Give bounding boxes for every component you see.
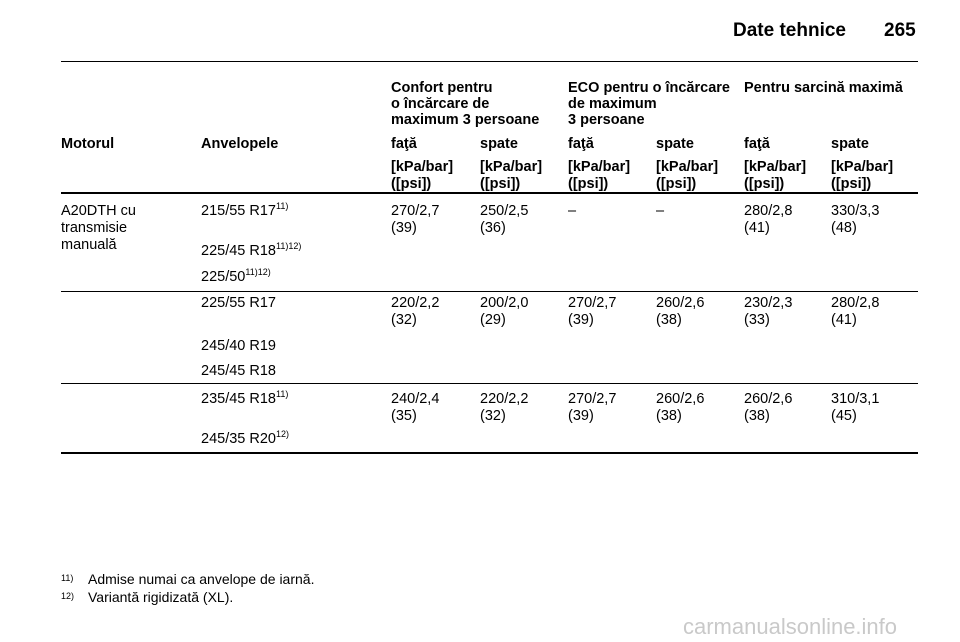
footnote-ref: 11)12) <box>245 267 271 277</box>
engine: transmisie <box>61 220 128 236</box>
page-number: 265 <box>884 20 916 41</box>
engine: manuală <box>61 237 117 253</box>
tire-text: 245/45 R18 <box>201 363 276 379</box>
group-header: o încărcare de <box>391 96 490 112</box>
column-header: faţă <box>391 136 417 152</box>
footnote-ref: 12) <box>275 429 289 439</box>
pressure-value: (41) <box>744 220 770 236</box>
pressure-value: 270/2,7 <box>391 203 440 219</box>
unit-label: ([psi]) <box>480 176 521 192</box>
group-header: Pentru sarcină maximă <box>744 80 903 96</box>
table-end-rule <box>61 452 918 454</box>
pressure-value: 260/2,6 <box>744 391 793 407</box>
column-header: faţă <box>744 136 770 152</box>
column-header: Motorul <box>61 136 115 152</box>
pressure-value: 270/2,7 <box>568 295 617 311</box>
footnote-text: Variantă rigidizată (XL). <box>88 589 234 605</box>
tire-size: 225/45 R1811)12) <box>201 241 302 260</box>
pressure-value: 260/2,6 <box>656 295 705 311</box>
engine: A20DTH cu <box>61 203 136 219</box>
pressure-value: 310/3,1 <box>831 391 880 407</box>
section-title: Date tehnice <box>733 20 846 41</box>
watermark: carmanualsonline.info <box>683 614 898 639</box>
tire-text: 225/50 <box>201 269 246 285</box>
footnote-ref: 11)12) <box>275 241 302 251</box>
unit-label: [kPa/bar] <box>480 159 543 175</box>
tire-size: 225/5011)12) <box>201 267 271 286</box>
pressure-value: (32) <box>480 408 506 424</box>
unit-label: [kPa/bar] <box>831 159 894 175</box>
unit-label: ([psi]) <box>744 176 785 192</box>
tire-size: 245/45 R18 <box>201 363 276 380</box>
footnote-mark: 11) <box>61 573 74 583</box>
tire-size: 225/55 R17 <box>201 295 276 312</box>
tire-size: 215/55 R1711) <box>201 201 289 220</box>
pressure-value: 220/2,2 <box>391 295 440 311</box>
unit-label: ([psi]) <box>656 176 697 192</box>
header-rule <box>61 61 918 62</box>
tire-text: 225/55 R17 <box>201 295 276 311</box>
pressure-value: (45) <box>831 408 857 424</box>
pressure-value: (38) <box>656 408 682 424</box>
footnote-ref: 11) <box>275 389 289 399</box>
footnote-mark: 12) <box>61 591 75 601</box>
group-header: Confort pentru <box>391 80 493 96</box>
pressure-value: 200/2,0 <box>480 295 529 311</box>
tire-text: 245/35 R20 <box>201 431 276 447</box>
pressure-value: 230/2,3 <box>744 295 793 311</box>
group-header: 3 persoane <box>568 112 645 128</box>
pressure-value: (33) <box>744 312 770 328</box>
unit-label: ([psi]) <box>831 176 872 192</box>
pressure-value: 240/2,4 <box>391 391 440 407</box>
tire-text: 235/45 R18 <box>201 391 276 407</box>
pressure-value: (39) <box>568 312 594 328</box>
pressure-value: – <box>568 203 577 219</box>
pressure-value: (48) <box>831 220 857 236</box>
pressure-value: – <box>656 203 665 219</box>
pressure-value: 260/2,6 <box>656 391 705 407</box>
column-header: faţă <box>568 136 594 152</box>
pressure-value: 220/2,2 <box>480 391 529 407</box>
unit-label: ([psi]) <box>568 176 609 192</box>
unit-label: [kPa/bar] <box>744 159 807 175</box>
pressure-value: (36) <box>480 220 506 236</box>
pressure-value: (38) <box>744 408 770 424</box>
unit-label: [kPa/bar] <box>391 159 454 175</box>
footnote-text: Admise numai ca anvelope de iarnă. <box>88 571 315 587</box>
pressure-value: (39) <box>391 220 417 236</box>
unit-label: [kPa/bar] <box>656 159 719 175</box>
column-header: spate <box>831 136 869 152</box>
pressure-value: (35) <box>391 408 417 424</box>
group-header: de maximum <box>568 96 657 112</box>
tire-text: 225/45 R18 <box>201 243 276 259</box>
row-rule <box>61 291 918 292</box>
footnote-ref: 11) <box>275 201 289 211</box>
pressure-value: 330/3,3 <box>831 203 880 219</box>
tire-text: 215/55 R17 <box>201 203 276 219</box>
table-head-rule <box>61 192 918 194</box>
pressure-value: (38) <box>656 312 682 328</box>
tire-size: 235/45 R1811) <box>201 389 289 408</box>
tire-text: 245/40 R19 <box>201 338 276 354</box>
column-header: spate <box>480 136 518 152</box>
group-header: ECO pentru o încărcare <box>568 80 730 96</box>
pressure-value: 280/2,8 <box>831 295 880 311</box>
pressure-value: (29) <box>480 312 506 328</box>
tire-size: 245/35 R2012) <box>201 429 289 448</box>
pressure-value: (32) <box>391 312 417 328</box>
unit-label: [kPa/bar] <box>568 159 631 175</box>
pressure-value: 250/2,5 <box>480 203 529 219</box>
row-rule <box>61 383 918 384</box>
pressure-value: (41) <box>831 312 857 328</box>
column-header: spate <box>656 136 694 152</box>
pressure-value: (39) <box>568 408 594 424</box>
pressure-value: 270/2,7 <box>568 391 617 407</box>
column-header: Anvelopele <box>201 136 279 152</box>
group-header: maximum 3 persoane <box>391 112 540 128</box>
unit-label: ([psi]) <box>391 176 432 192</box>
tire-size: 245/40 R19 <box>201 338 276 355</box>
pressure-value: 280/2,8 <box>744 203 793 219</box>
